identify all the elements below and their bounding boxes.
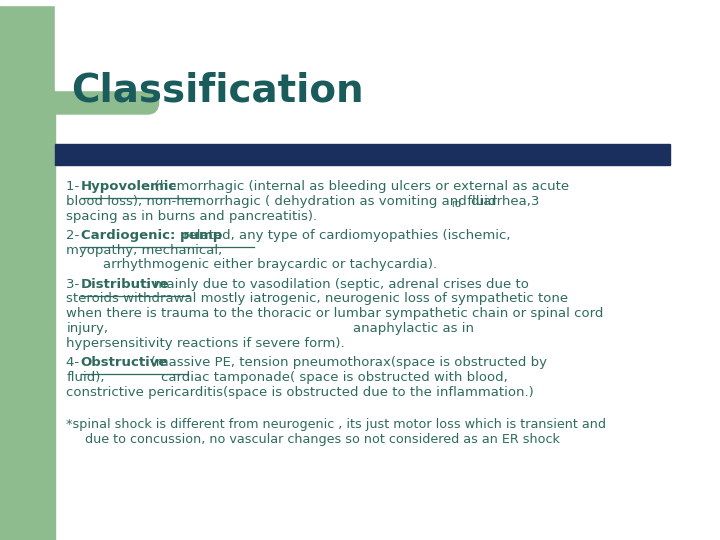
Text: *spinal shock is different from neurogenic , its just motor loss which is transi: *spinal shock is different from neurogen… xyxy=(66,418,606,431)
Bar xyxy=(55,144,670,165)
Text: Distributive: Distributive xyxy=(81,278,169,291)
Text: blood loss), non-hemorrhagic ( dehydration as vomiting and diarrhea,3: blood loss), non-hemorrhagic ( dehydrati… xyxy=(66,195,540,208)
Text: 3-: 3- xyxy=(66,278,84,291)
Text: Hypovolemic: Hypovolemic xyxy=(81,180,177,193)
Text: hypersensitivity reactions if severe form).: hypersensitivity reactions if severe for… xyxy=(66,337,345,350)
Text: 1-: 1- xyxy=(66,180,84,193)
Bar xyxy=(0,0,684,5)
Text: related, any type of cardiomyopathies (ischemic,: related, any type of cardiomyopathies (i… xyxy=(179,229,510,242)
Text: : mainly due to vasodilation (septic, adrenal crises due to: : mainly due to vasodilation (septic, ad… xyxy=(145,278,529,291)
Text: 4-: 4- xyxy=(66,356,84,369)
Bar xyxy=(55,0,160,90)
Text: constrictive pericarditis(space is obstructed due to the inflammation.): constrictive pericarditis(space is obstr… xyxy=(66,386,534,399)
Text: Cardiogenic: pump: Cardiogenic: pump xyxy=(81,229,222,242)
Text: injury,: injury, xyxy=(66,322,109,335)
Text: : (hemorrhagic (internal as bleeding ulcers or external as acute: : (hemorrhagic (internal as bleeding ulc… xyxy=(146,180,570,193)
Text: spacing as in burns and pancreatitis).: spacing as in burns and pancreatitis). xyxy=(66,210,318,222)
Text: myopathy, mechanical,: myopathy, mechanical, xyxy=(66,244,222,256)
Text: rd: rd xyxy=(451,199,461,209)
Text: fluid),: fluid), xyxy=(66,371,105,384)
Text: fluid: fluid xyxy=(464,195,497,208)
FancyBboxPatch shape xyxy=(0,0,158,114)
Text: Obstructive: Obstructive xyxy=(81,356,168,369)
Text: 2-: 2- xyxy=(66,229,84,242)
Text: steroids withdrawal mostly iatrogenic, neurogenic loss of sympathetic tone: steroids withdrawal mostly iatrogenic, n… xyxy=(66,293,569,306)
Text: when there is trauma to the thoracic or lumbar sympathetic chain or spinal cord: when there is trauma to the thoracic or … xyxy=(66,307,604,320)
Bar xyxy=(0,0,55,540)
Text: Classification: Classification xyxy=(71,72,364,110)
Text: due to concussion, no vascular changes so not considered as an ER shock: due to concussion, no vascular changes s… xyxy=(86,433,560,446)
Text: cardiac tamponade( space is obstructed with blood,: cardiac tamponade( space is obstructed w… xyxy=(161,371,508,384)
Text: : (massive PE, tension pneumothorax(space is obstructed by: : (massive PE, tension pneumothorax(spac… xyxy=(143,356,547,369)
Text: anaphylactic as in: anaphylactic as in xyxy=(354,322,474,335)
Text: arrhythmogenic either braycardic or tachycardia).: arrhythmogenic either braycardic or tach… xyxy=(102,259,437,272)
